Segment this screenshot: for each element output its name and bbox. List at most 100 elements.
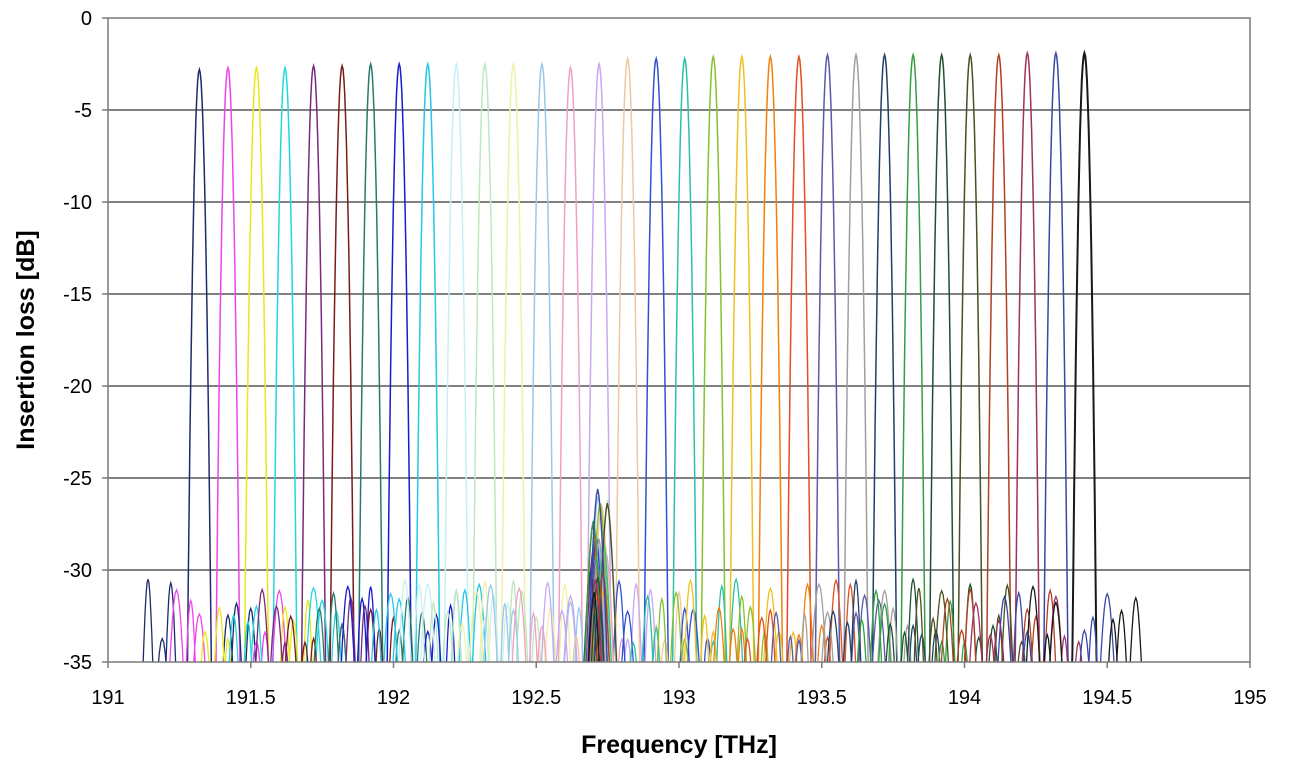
channel-30-sidelobe <box>969 601 983 662</box>
channel-30-passband <box>1014 50 1041 662</box>
channel-14-sidelobe <box>529 610 538 662</box>
channel-25-sidelobe <box>826 609 840 662</box>
channel-5-sidelobe <box>281 640 289 662</box>
channel-14-sidelobe <box>618 637 626 662</box>
y-tick-label: -20 <box>63 376 92 398</box>
channel-1-sidelobe <box>222 613 234 662</box>
channel-4-sidelobe <box>228 612 239 662</box>
x-tick-label: 194.5 <box>1082 687 1132 709</box>
channel-1-sidelobe <box>230 601 242 662</box>
channel-31-sidelobe <box>1022 629 1032 662</box>
channel-14-sidelobe <box>511 586 527 662</box>
channel-19-sidelobe <box>680 637 689 662</box>
channel-27-sidelobe <box>885 622 895 662</box>
channel-28-crosstalk <box>597 502 618 662</box>
channel-28-sidelobe <box>934 588 949 662</box>
channel-7-sidelobe <box>327 590 340 662</box>
channel-32-passband <box>1071 49 1098 662</box>
x-tick-label: 192.5 <box>511 687 561 709</box>
channel-24-sidelobe <box>810 582 827 662</box>
channel-13-sidelobe <box>483 583 498 662</box>
channel-10-sidelobe <box>413 582 426 662</box>
channel-23-passband <box>814 51 841 662</box>
channel-28-sidelobe <box>913 587 925 662</box>
plot-background <box>108 18 1250 662</box>
channel-8-sidelobe <box>340 584 355 662</box>
channel-16-sidelobe <box>651 623 661 662</box>
channel-18-sidelobe <box>652 625 661 662</box>
channel-24-sidelobe <box>887 606 899 662</box>
channel-14-sidelobe <box>537 624 547 662</box>
channel-30-sidelobe <box>1060 634 1069 662</box>
channel-29-sidelobe <box>956 628 967 662</box>
channel-11-sidelobe <box>531 615 542 662</box>
channel-11-sidelobe <box>428 600 439 662</box>
channel-15-sidelobe <box>555 609 569 662</box>
channel-15-sidelobe <box>644 587 657 662</box>
channel-25-sidelobe <box>842 620 853 662</box>
y-axis-title: Insertion loss [dB] <box>12 230 40 449</box>
channel-23-sidelobe <box>795 638 803 662</box>
x-tick-label: 192 <box>377 687 410 709</box>
y-tick-label: -25 <box>63 468 92 490</box>
channel-7-sidelobe <box>313 606 325 662</box>
channel-4-sidelobe <box>305 586 322 662</box>
channel-11-sidelobe <box>451 587 462 662</box>
channel-6-passband <box>329 62 355 662</box>
channel-7-sidelobe <box>395 628 404 662</box>
channel-2-passband <box>215 64 241 662</box>
channel-31-crosstalk <box>587 488 608 662</box>
channel-30-sidelobe <box>1075 639 1083 662</box>
channel-26-sidelobe <box>938 639 946 662</box>
channel-21-sidelobe <box>737 626 746 662</box>
channel-32-crosstalk <box>587 591 601 662</box>
channel-1-passband <box>186 66 213 662</box>
channel-20-passband <box>728 53 755 662</box>
channel-20-sidelobe <box>709 629 718 662</box>
channel-2-sidelobe <box>169 588 184 662</box>
channel-21-passband <box>757 53 784 662</box>
channel-9-sidelobe <box>371 607 382 662</box>
channel-15-sidelobe <box>540 580 555 662</box>
y-tick-label: -15 <box>63 284 92 306</box>
channel-24-sidelobe <box>903 623 912 662</box>
channel-7-sidelobe <box>337 621 347 662</box>
series-group <box>142 49 1142 662</box>
channel-31-sidelobe <box>997 594 1012 662</box>
channel-1-sidelobe <box>142 579 154 662</box>
channel-25-sidelobe <box>931 628 941 662</box>
channel-21-sidelobe <box>794 633 804 662</box>
channel-1-sidelobe <box>245 606 257 662</box>
channel-20-sidelobe <box>788 630 798 662</box>
channel-26-sidelobe <box>856 617 867 662</box>
channel-18-sidelobe <box>641 594 654 662</box>
channel-8-sidelobe <box>431 612 442 662</box>
channel-21-sidelobe <box>817 623 827 662</box>
channel-22-sidelobe <box>765 607 776 662</box>
channel-3-sidelobe <box>288 618 299 662</box>
channel-18-sidelobe <box>629 641 637 662</box>
channel-24-sidelobe <box>821 610 834 662</box>
channel-20-sidelobe <box>700 613 710 662</box>
channel-25-passband <box>871 51 898 662</box>
channel-26-sidelobe <box>878 602 892 662</box>
channel-17-sidelobe <box>679 606 690 662</box>
channel-21-sidelobe <box>728 627 738 662</box>
channel-27-sidelobe <box>906 577 920 662</box>
channel-22-sidelobe <box>844 582 857 662</box>
channel-29-sidelobe <box>1030 614 1041 662</box>
channel-9-sidelobe <box>392 597 406 662</box>
x-tick-label: 193 <box>662 687 695 709</box>
channel-27-passband <box>928 51 955 662</box>
channel-29-passband <box>985 51 1012 662</box>
channel-4-sidelobe <box>243 619 253 662</box>
channel-6-sidelobe <box>301 640 309 662</box>
channel-22-sidelobe <box>756 616 768 662</box>
channel-22-passband <box>785 53 812 662</box>
channel-3-sidelobe <box>279 605 291 662</box>
channel-12-sidelobe <box>468 589 484 662</box>
channel-1-sidelobe <box>165 580 177 662</box>
channel-28-sidelobe <box>928 616 938 662</box>
channel-27-crosstalk <box>590 576 605 662</box>
